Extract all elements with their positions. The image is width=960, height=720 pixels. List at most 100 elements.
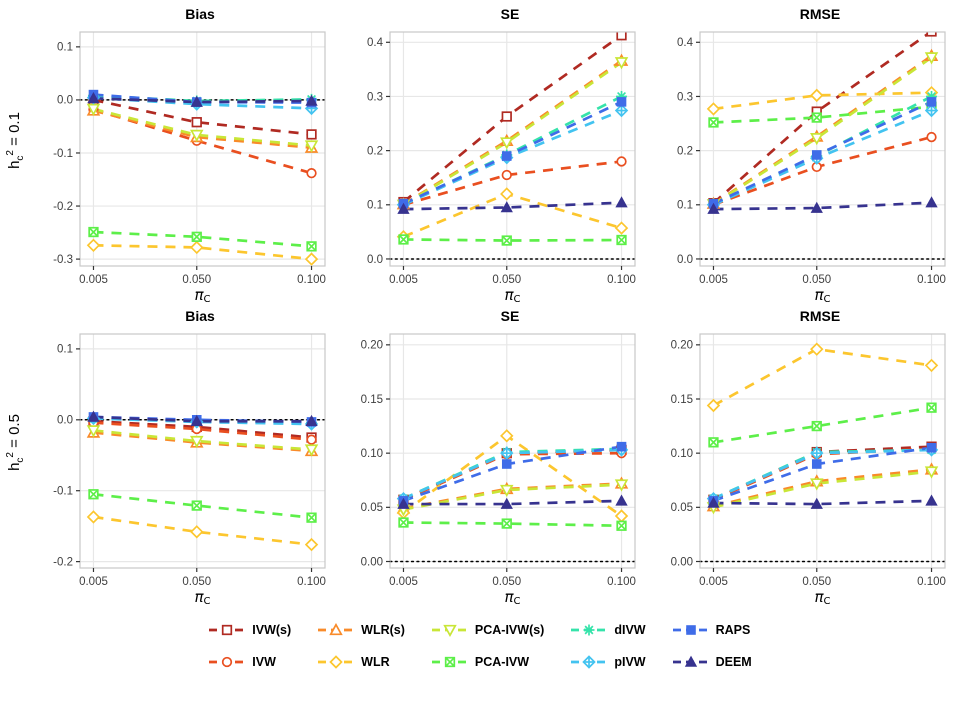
chart-se: 0.4 0.3 0.2 0.1 0.0 0.005 0.050 0.100 πC <box>343 24 647 306</box>
svg-text:0.0: 0.0 <box>57 95 73 107</box>
legend-key-icon <box>318 655 355 669</box>
svg-text:-0.2: -0.2 <box>53 556 73 568</box>
facet-label-h05: hc2 = 0.5 <box>0 306 30 608</box>
svg-text:0.050: 0.050 <box>492 274 521 286</box>
panel-se-row1: SE 0.20 0.15 0.10 0.05 0.00 0.005 0.050 0.100 πC <box>340 306 650 608</box>
legend-key-icon <box>431 624 468 638</box>
svg-text:-0.1: -0.1 <box>53 148 73 160</box>
svg-text:0.05: 0.05 <box>360 502 382 514</box>
legend-item-raps: RAPS <box>672 622 752 638</box>
svg-text:-0.3: -0.3 <box>53 254 73 266</box>
svg-text:0.050: 0.050 <box>182 576 211 588</box>
legend-key-icon <box>571 624 608 636</box>
legend-label: PCA-IVW(s) <box>474 623 545 637</box>
legend-item-ivw: IVW <box>208 654 291 670</box>
svg-text:0.1: 0.1 <box>57 42 73 54</box>
legend-label: dIVW <box>614 623 646 637</box>
x-axis-label: πC <box>194 588 210 607</box>
panel-title: Bias <box>185 6 215 22</box>
legend-key-icon <box>431 656 468 668</box>
legend-label: PCA-IVW <box>474 655 530 669</box>
legend: IVW(s) WLR(s) PCA-IVW(s) dIVW RAPS IVW WLR PCA-… <box>0 622 960 670</box>
svg-text:0.100: 0.100 <box>917 274 946 286</box>
svg-text:0.0: 0.0 <box>367 254 383 266</box>
legend-label: DEEM <box>715 655 752 669</box>
chart-row-h05: hc2 = 0.5 Bias 0.1 0.0 -0.1 -0.2 0.005 0.050 0.… <box>0 306 960 608</box>
x-axis-label: πC <box>814 286 830 305</box>
svg-text:0.050: 0.050 <box>802 576 831 588</box>
svg-text:0.0: 0.0 <box>57 415 73 427</box>
legend-key-icon <box>209 624 246 636</box>
chart-bias: 0.1 0.0 -0.1 -0.2 -0.3 0.005 0.050 0.100 πC <box>33 24 337 306</box>
facet-label-h01: hc2 = 0.1 <box>0 4 30 306</box>
svg-text:0.005: 0.005 <box>699 576 728 588</box>
svg-text:-0.2: -0.2 <box>53 201 73 213</box>
svg-text:0.005: 0.005 <box>389 576 418 588</box>
legend-label: pIVW <box>614 655 646 669</box>
svg-text:0.00: 0.00 <box>670 556 692 568</box>
panel-rmse-row0: RMSE 0.4 0.3 0.2 0.1 0.0 0.005 0.050 0.100 πC <box>650 4 960 306</box>
panel-se-row0: SE 0.4 0.3 0.2 0.1 0.0 0.005 0.050 0.100 πC <box>340 4 650 306</box>
svg-text:0.050: 0.050 <box>802 274 831 286</box>
x-axis-label: πC <box>194 286 210 305</box>
chart-row-h01: hc2 = 0.1 Bias 0.1 0.0 -0.1 -0.2 -0.3 0.005 0.0… <box>0 4 960 306</box>
legend-key-icon <box>672 625 709 635</box>
svg-text:0.1: 0.1 <box>367 200 383 212</box>
chart-bias: 0.1 0.0 -0.1 -0.2 0.005 0.050 0.100 πC <box>33 326 337 608</box>
legend-item-ivw-s-: IVW(s) <box>208 622 291 638</box>
svg-text:0.4: 0.4 <box>677 37 694 49</box>
panel-bias-row1: Bias 0.1 0.0 -0.1 -0.2 0.005 0.050 0.100 πC <box>30 306 340 608</box>
x-axis-label: πC <box>504 588 520 607</box>
svg-text:0.0: 0.0 <box>677 254 693 266</box>
svg-text:0.1: 0.1 <box>57 344 73 356</box>
legend-label: IVW <box>252 655 276 669</box>
legend-label: RAPS <box>715 623 751 637</box>
legend-item-pivw: pIVW <box>570 654 646 670</box>
legend-key-icon <box>571 655 608 669</box>
svg-text:0.10: 0.10 <box>670 448 692 460</box>
svg-text:-0.1: -0.1 <box>53 486 73 498</box>
panel-title: RMSE <box>799 6 841 22</box>
svg-text:0.15: 0.15 <box>360 394 382 406</box>
svg-text:0.050: 0.050 <box>182 274 211 286</box>
facet-text: hc2 = 0.1 <box>4 111 26 169</box>
svg-text:0.005: 0.005 <box>79 576 108 588</box>
x-axis-label: πC <box>814 588 830 607</box>
svg-text:0.005: 0.005 <box>389 274 418 286</box>
svg-text:0.4: 0.4 <box>367 37 384 49</box>
panel-title: Bias <box>185 308 215 324</box>
legend-item-pca-ivw-s-: PCA-IVW(s) <box>431 622 544 638</box>
svg-text:0.100: 0.100 <box>607 274 636 286</box>
svg-text:0.20: 0.20 <box>360 340 382 352</box>
panel-title: SE <box>500 308 520 324</box>
chart-rmse: 0.4 0.3 0.2 0.1 0.0 0.005 0.050 0.100 πC <box>653 24 957 306</box>
legend-label: IVW(s) <box>252 623 292 637</box>
legend-key-icon <box>672 655 709 667</box>
svg-text:0.050: 0.050 <box>492 576 521 588</box>
svg-text:0.100: 0.100 <box>917 576 946 588</box>
panel-rmse-row1: RMSE 0.20 0.15 0.10 0.05 0.00 0.005 0.050 0.100 π… <box>650 306 960 608</box>
legend-label: WLR(s) <box>361 623 405 637</box>
chart-rmse: 0.20 0.15 0.10 0.05 0.00 0.005 0.050 0.100 πC <box>653 326 957 608</box>
svg-text:0.3: 0.3 <box>367 91 383 103</box>
svg-text:0.3: 0.3 <box>677 91 693 103</box>
chart-se: 0.20 0.15 0.10 0.05 0.00 0.005 0.050 0.100 πC <box>343 326 647 608</box>
svg-text:0.10: 0.10 <box>360 448 382 460</box>
legend-item-wlr-s-: WLR(s) <box>317 622 405 638</box>
svg-text:0.1: 0.1 <box>677 200 693 212</box>
legend-item-deem: DEEM <box>672 654 752 670</box>
svg-text:0.20: 0.20 <box>670 340 692 352</box>
legend-item-wlr: WLR <box>317 654 405 670</box>
panel-title: SE <box>500 6 520 22</box>
legend-item-divw: dIVW <box>570 622 646 638</box>
facet-text: hc2 = 0.5 <box>4 413 26 471</box>
legend-item-pca-ivw: PCA-IVW <box>431 654 544 670</box>
svg-text:0.00: 0.00 <box>360 556 382 568</box>
svg-text:0.005: 0.005 <box>79 274 108 286</box>
x-axis-label: πC <box>504 286 520 305</box>
svg-text:0.05: 0.05 <box>670 502 692 514</box>
legend-label: WLR <box>361 655 390 669</box>
svg-text:0.100: 0.100 <box>607 576 636 588</box>
svg-text:0.2: 0.2 <box>677 145 693 157</box>
